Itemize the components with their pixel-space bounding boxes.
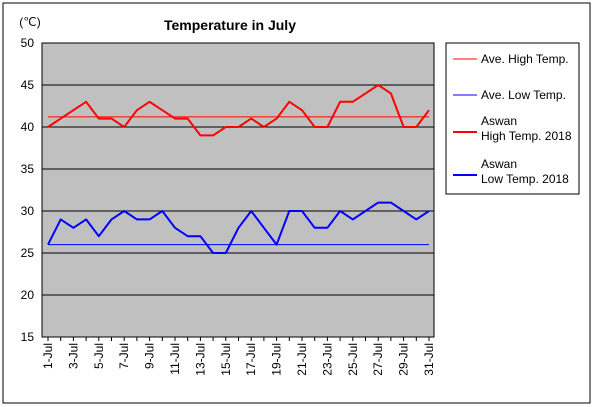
x-tick-label: 21-Jul [295, 343, 309, 376]
legend-label-0: Ave. High Temp. [481, 52, 569, 66]
x-tick-label: 9-Jul [143, 343, 157, 369]
legend: Ave. High Temp. Ave. Low Temp. Aswan High T… [453, 52, 572, 186]
y-tick-label: 15 [21, 330, 35, 344]
y-tick-label: 45 [21, 78, 35, 92]
legend-label-2: Aswan High Temp. 2018 [481, 114, 572, 143]
x-tick-label: 23-Jul [320, 343, 334, 376]
legend-box [445, 42, 580, 195]
x-tick-label: 7-Jul [117, 343, 131, 369]
x-tick-label: 31-Jul [422, 343, 436, 376]
y-tick-label: 30 [21, 204, 35, 218]
y-tick-label: 40 [21, 120, 35, 134]
x-tick-label: 17-Jul [244, 343, 258, 376]
x-tick-label: 1-Jul [41, 343, 55, 369]
x-tick-label: 5-Jul [92, 343, 106, 369]
y-tick-label: 50 [21, 36, 35, 50]
y-axis-ticks: 15 20 25 30 35 40 45 50 [21, 36, 35, 344]
x-tick-label: 27-Jul [371, 343, 385, 376]
y-tick-label: 20 [21, 288, 35, 302]
y-tick-label: 25 [21, 246, 35, 260]
series-line-3 [47, 201, 430, 254]
y-tick-label: 35 [21, 162, 35, 176]
x-tick-label: 19-Jul [270, 343, 284, 376]
chart-title: Temperature in July [164, 17, 296, 33]
series-lines [47, 84, 430, 254]
legend-label-3: Aswan Low Temp. 2018 [481, 157, 569, 186]
legend-label-1: Ave. Low Temp. [481, 88, 566, 102]
x-tick-label: 11-Jul [168, 343, 182, 375]
x-tick-label: 29-Jul [397, 343, 411, 376]
x-tick-label: 13-Jul [193, 343, 207, 376]
series-line-2 [47, 84, 430, 137]
x-axis-ticks: 1-Jul 3-Jul 5-Jul 7-Jul 9-Jul 11-Jul 13-Jul 15-… [41, 337, 436, 376]
x-tick-label: 3-Jul [66, 343, 80, 369]
x-tick-label: 15-Jul [219, 343, 233, 376]
x-tick-label: 25-Jul [346, 343, 360, 376]
y-unit-label: (℃) [19, 15, 40, 29]
